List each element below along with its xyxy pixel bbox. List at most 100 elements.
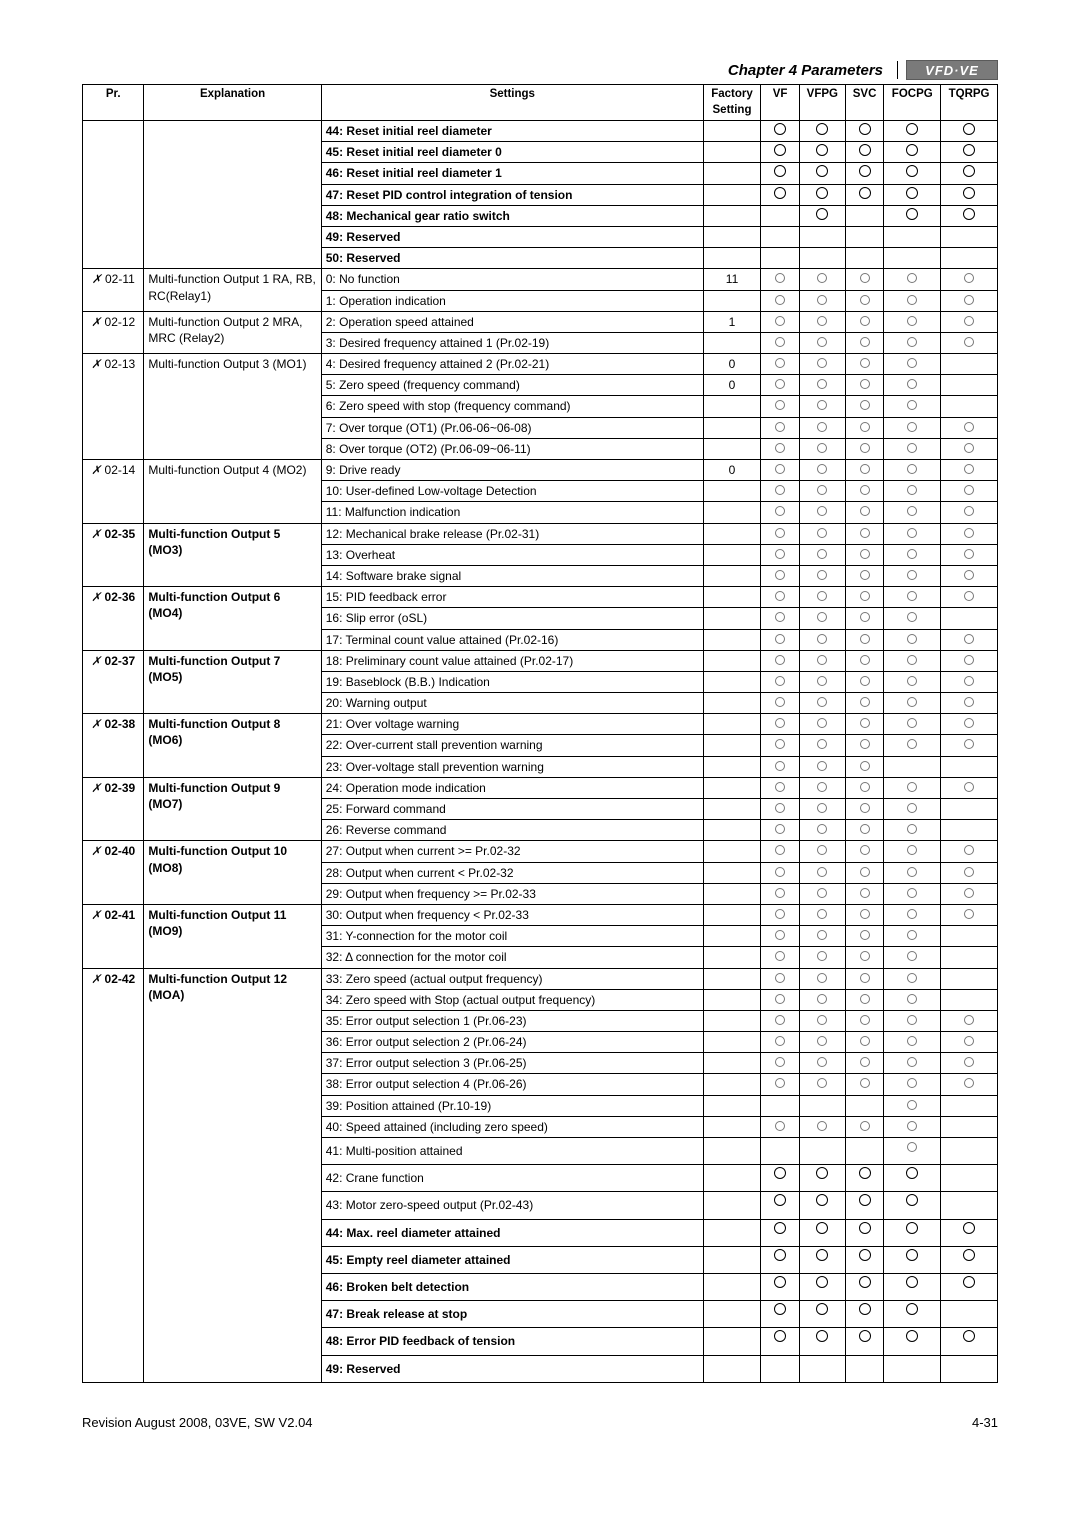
table-row: ✗ 02-39Multi-function Output 9 (MO7)24: … — [83, 777, 998, 798]
mode-cell — [761, 1273, 800, 1300]
mode-cell — [761, 1053, 800, 1074]
circle-icon — [816, 165, 828, 177]
circle-icon — [907, 337, 917, 347]
circle-icon — [907, 485, 917, 495]
circle-icon — [817, 718, 827, 728]
mode-cell — [941, 1165, 998, 1192]
x-icon: ✗ — [91, 654, 101, 668]
mode-cell — [845, 735, 884, 756]
mode-cell — [845, 502, 884, 523]
circle-icon — [775, 867, 785, 877]
x-icon: ✗ — [91, 781, 101, 795]
mode-cell — [799, 1116, 845, 1137]
factory-cell — [703, 1328, 760, 1355]
mode-cell — [941, 650, 998, 671]
settings-cell: 35: Error output selection 1 (Pr.06-23) — [321, 1010, 703, 1031]
mode-cell — [941, 587, 998, 608]
table-row: ✗ 02-38Multi-function Output 8 (MO6)21: … — [83, 714, 998, 735]
mode-cell — [761, 629, 800, 650]
mode-cell — [845, 587, 884, 608]
th-settings: Settings — [321, 85, 703, 121]
mode-cell — [941, 121, 998, 142]
mode-cell — [799, 1010, 845, 1031]
mode-cell — [884, 417, 941, 438]
mode-cell — [941, 1053, 998, 1074]
circle-icon — [860, 612, 870, 622]
circle-icon — [775, 1057, 785, 1067]
circle-icon — [817, 316, 827, 326]
settings-cell: 47: Reset PID control integration of ten… — [321, 184, 703, 205]
mode-cell — [884, 460, 941, 481]
mode-cell — [941, 226, 998, 247]
circle-icon — [817, 930, 827, 940]
mode-cell — [884, 608, 941, 629]
mode-cell — [884, 184, 941, 205]
mode-cell — [941, 1074, 998, 1095]
factory-cell — [703, 481, 760, 502]
table-row: ✗ 02-11Multi-function Output 1 RA, RB, R… — [83, 269, 998, 290]
circle-icon — [964, 676, 974, 686]
mode-cell — [845, 523, 884, 544]
factory-cell — [703, 1355, 760, 1382]
factory-cell — [703, 290, 760, 311]
mode-cell — [845, 544, 884, 565]
footer-revision: Revision August 2008, 03VE, SW V2.04 — [82, 1415, 313, 1430]
circle-icon — [775, 909, 785, 919]
mode-cell — [761, 375, 800, 396]
mode-cell — [941, 629, 998, 650]
x-icon: ✗ — [92, 272, 102, 286]
pr-number: 02-37 — [101, 654, 135, 668]
settings-cell: 10: User-defined Low-voltage Detection — [321, 481, 703, 502]
circle-icon — [860, 485, 870, 495]
pr-cell: ✗ 02-38 — [83, 714, 144, 778]
mode-cell — [884, 904, 941, 925]
circle-icon — [817, 951, 827, 961]
circle-icon — [860, 591, 870, 601]
mode-cell — [845, 926, 884, 947]
vfd-badge: VFD·VE — [906, 60, 998, 80]
mode-cell — [799, 947, 845, 968]
explanation-cell: Multi-function Output 7 (MO5) — [144, 650, 321, 714]
mode-cell — [884, 163, 941, 184]
circle-icon — [860, 761, 870, 771]
mode-cell — [799, 629, 845, 650]
mode-cell — [761, 1355, 800, 1382]
explanation-cell: Multi-function Output 11 (MO9) — [144, 904, 321, 968]
circle-icon — [907, 739, 917, 749]
mode-cell — [884, 587, 941, 608]
circle-icon — [860, 422, 870, 432]
circle-icon — [964, 1057, 974, 1067]
circle-icon — [906, 187, 918, 199]
circle-icon — [906, 1167, 918, 1179]
factory-cell — [703, 121, 760, 142]
circle-icon — [907, 718, 917, 728]
mode-cell — [799, 354, 845, 375]
circle-icon — [775, 337, 785, 347]
mode-cell — [884, 650, 941, 671]
mode-cell — [799, 841, 845, 862]
circle-icon — [775, 634, 785, 644]
settings-cell: 13: Overheat — [321, 544, 703, 565]
circle-icon — [775, 1015, 785, 1025]
circle-icon — [816, 144, 828, 156]
factory-cell — [703, 883, 760, 904]
mode-cell — [884, 756, 941, 777]
circle-icon — [907, 782, 917, 792]
factory-cell — [703, 1074, 760, 1095]
circle-icon — [964, 528, 974, 538]
mode-cell — [761, 968, 800, 989]
circle-icon — [963, 165, 975, 177]
mode-cell — [799, 968, 845, 989]
explanation-cell: Multi-function Output 2 MRA, MRC (Relay2… — [144, 311, 321, 353]
mode-cell — [761, 735, 800, 756]
pr-number: 02-38 — [101, 717, 135, 731]
circle-icon — [817, 824, 827, 834]
factory-cell — [703, 205, 760, 226]
mode-cell — [845, 332, 884, 353]
mode-cell — [884, 121, 941, 142]
circle-icon — [907, 400, 917, 410]
x-icon: ✗ — [91, 590, 101, 604]
mode-cell — [884, 502, 941, 523]
mode-cell — [941, 396, 998, 417]
mode-cell — [761, 1219, 800, 1246]
